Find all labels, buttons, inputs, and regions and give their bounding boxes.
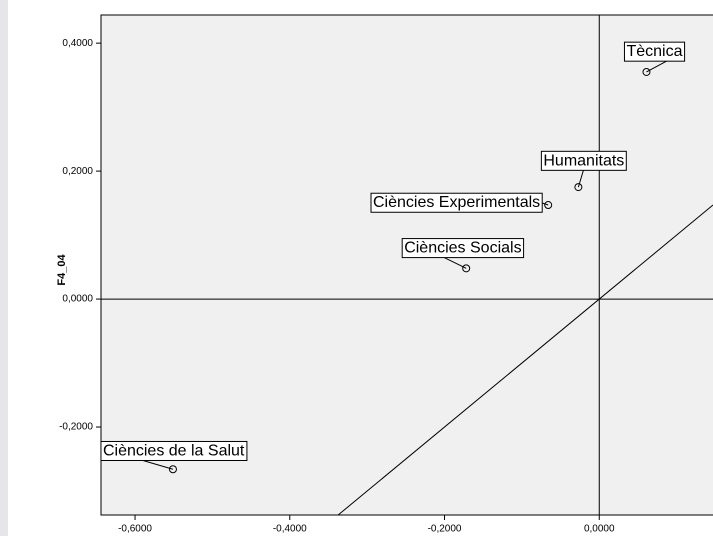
y-tick-label: 0,4000: [62, 38, 93, 49]
label-box: [100, 440, 248, 461]
point-label: Ciències Experimentals: [373, 194, 540, 211]
point: [462, 264, 471, 273]
point-label: Ciències de la Salut: [103, 442, 245, 459]
label-box: [540, 150, 627, 171]
leader-line: [142, 460, 174, 470]
x-tick-label: -0,2000: [428, 524, 462, 535]
point-label: Tècnica: [626, 43, 682, 60]
x-tick-label: -0,6000: [118, 524, 152, 535]
point: [642, 67, 651, 76]
x-tick-label: -0,4000: [273, 524, 307, 535]
leader-line: [443, 257, 467, 269]
y-tick-label: -0,2000: [59, 422, 93, 433]
point: [168, 465, 177, 474]
label-box: [370, 192, 543, 213]
point: [574, 183, 583, 192]
y-tick-label: 0,0000: [62, 294, 93, 305]
ref-line-diagonal: [337, 204, 713, 516]
leader-line: [577, 170, 584, 188]
x-tick-label: 0,0000: [584, 524, 615, 535]
plot-area: [100, 14, 713, 516]
point: [544, 201, 553, 210]
y-axis-title: F4_04: [56, 254, 68, 286]
y-tick-label: 0,2000: [62, 166, 93, 177]
label-box: [623, 41, 686, 62]
point-label: Humanitats: [543, 152, 624, 169]
label-box: [401, 238, 525, 259]
side-strip: [0, 0, 8, 536]
point-label: Ciències Socials: [404, 240, 521, 257]
